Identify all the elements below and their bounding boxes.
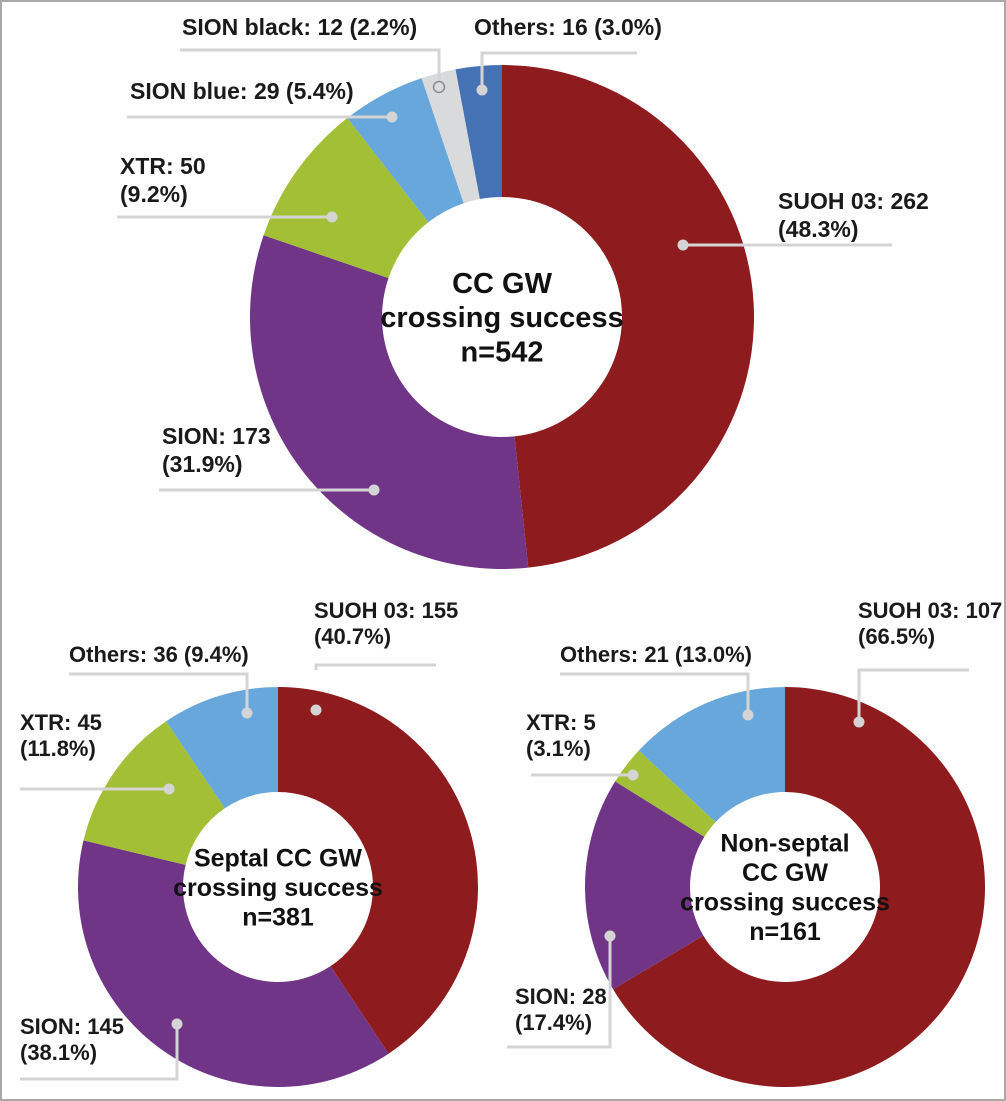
slice-xtr	[615, 750, 716, 837]
slice-others	[638, 687, 785, 823]
slice-suoh-03	[278, 687, 479, 1054]
center-label-line: crossing success	[173, 874, 383, 902]
center-label-line: crossing success	[680, 889, 890, 917]
slice-others	[455, 65, 502, 200]
leader-dot	[171, 1018, 183, 1030]
leader-line	[314, 663, 436, 670]
center-label-line: crossing success	[380, 302, 623, 334]
slice-suoh-03	[613, 687, 985, 1087]
center-label-line: Non-septal	[720, 830, 849, 858]
data-label-xtr: XTR: 45	[20, 710, 102, 735]
center-label-line: n=161	[749, 918, 821, 946]
center-label-line: n=542	[460, 336, 543, 368]
slice-xtr	[263, 118, 429, 279]
data-label-suoh-03: (48.3%)	[778, 216, 859, 242]
leader-dot	[163, 783, 175, 795]
center-label-line: CC GW	[452, 268, 553, 300]
leader-line	[20, 1024, 179, 1081]
leader-dot	[604, 930, 616, 942]
data-label-suoh-03: SUOH 03: 107	[858, 598, 1002, 623]
data-label-sion: (38.1%)	[20, 1040, 97, 1065]
leader-dot	[432, 80, 446, 94]
leader-line	[560, 672, 750, 715]
center-label-line: Septal CC GW	[194, 844, 362, 872]
slice-sion	[249, 235, 529, 569]
data-label-xtr: (11.8%)	[20, 736, 96, 761]
leader-line	[69, 672, 249, 713]
data-label-sion-blue: SION blue: 29 (5.4%)	[130, 78, 354, 104]
data-label-xtr: XTR: 50	[120, 153, 206, 179]
data-label-others: Others: 16 (3.0%)	[474, 14, 662, 40]
leader-dot	[476, 84, 488, 96]
center-label-line: n=381	[242, 903, 314, 931]
data-label-others: Others: 36 (9.4%)	[69, 642, 249, 667]
data-label-sion-black: SION black: 12 (2.2%)	[182, 14, 417, 40]
data-label-sion: (31.9%)	[162, 451, 243, 477]
leader-line	[507, 936, 612, 1049]
data-label-xtr: XTR: 5	[526, 710, 596, 735]
leader-dot	[627, 769, 639, 781]
leader-line	[180, 48, 441, 87]
data-label-sion: SION: 173	[162, 423, 271, 449]
leader-dot	[386, 111, 398, 123]
slice-sion-blue	[347, 78, 464, 223]
leader-dot	[368, 484, 380, 496]
leader-dot	[677, 239, 689, 251]
data-label-suoh-03: SUOH 03: 155	[314, 598, 458, 623]
slice-xtr	[83, 721, 225, 865]
slice-sion	[77, 840, 389, 1088]
leader-dot	[326, 211, 338, 223]
slice-sion-black	[421, 69, 480, 204]
leader-dot	[853, 716, 865, 728]
center-label-line: CC GW	[742, 859, 829, 887]
leader-dot	[310, 704, 322, 716]
data-label-suoh-03: SUOH 03: 262	[778, 188, 929, 214]
leader-dot	[742, 709, 754, 721]
leader-dot	[241, 707, 253, 719]
data-label-sion: SION: 145	[20, 1014, 124, 1039]
slice-suoh-03	[502, 65, 755, 568]
data-label-sion: SION: 28	[515, 984, 607, 1009]
data-label-suoh-03: (40.7%)	[314, 624, 391, 649]
leader-line	[480, 51, 637, 90]
data-label-others: Others: 21 (13.0%)	[560, 642, 752, 667]
data-label-sion: (17.4%)	[515, 1010, 592, 1035]
leader-line	[857, 668, 969, 722]
data-label-xtr: (9.2%)	[120, 181, 188, 207]
data-label-xtr: (3.1%)	[526, 736, 591, 761]
data-label-suoh-03: (66.5%)	[858, 624, 935, 649]
